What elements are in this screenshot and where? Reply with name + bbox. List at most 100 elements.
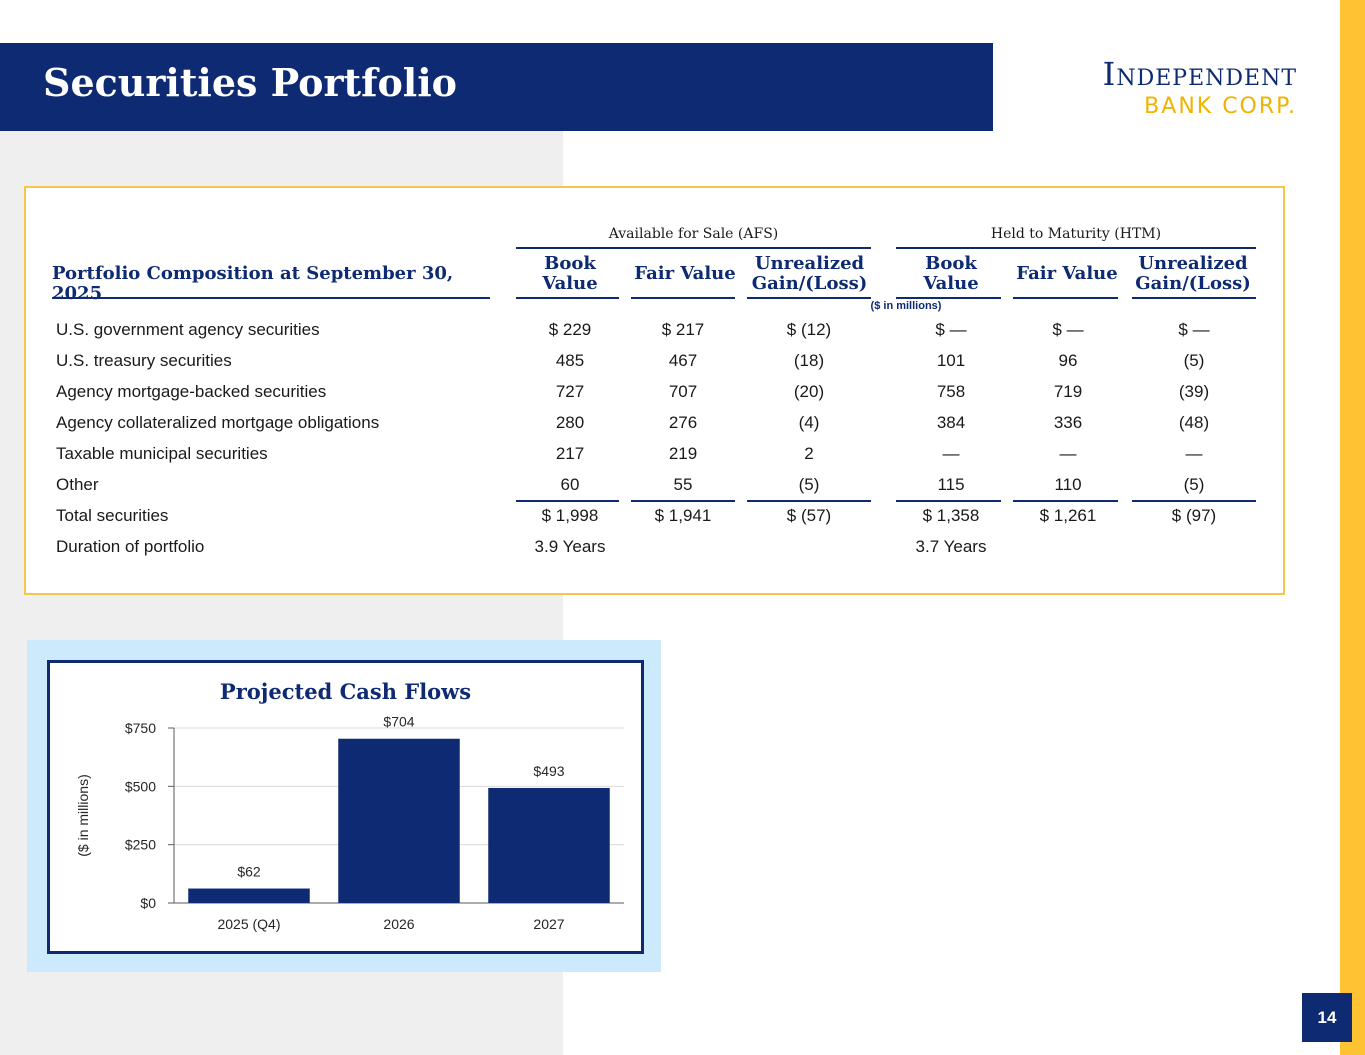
group-afs-rule [516, 247, 871, 249]
col-header-line: Value [923, 273, 979, 294]
table-cell: 758 [936, 382, 966, 401]
table-cell: (18) [793, 351, 825, 370]
table-cell: 276 [668, 413, 698, 432]
cash-flow-chart: Projected Cash Flows $0 $250 $500 $750 ($ in… [47, 660, 644, 954]
y-tick-label: $750 [125, 720, 156, 736]
total-rule [1013, 500, 1118, 502]
table-row-label: Taxable municipal securities [56, 444, 268, 463]
col-header-line: Fair Value [1016, 263, 1118, 284]
table-cell: $ 1,998 [541, 506, 599, 525]
table-cell: 707 [668, 382, 698, 401]
col-header-htm-book: Book Value [891, 254, 1011, 294]
total-rule [896, 500, 1001, 502]
col-header-htm-fair: Fair Value [1007, 264, 1127, 284]
table-cell: (5) [1183, 351, 1205, 370]
units-note: ($ in millions) [870, 300, 942, 312]
table-row-label: Other [56, 475, 99, 494]
col-rule [631, 297, 735, 299]
accent-stripe [1340, 0, 1365, 1055]
col-header-line: Gain/(Loss) [1135, 273, 1251, 294]
table-row-label: U.S. treasury securities [56, 351, 232, 370]
col-header-line: Unrealized [754, 253, 865, 274]
table-cell: (5) [1183, 475, 1205, 494]
table-cell: (39) [1178, 382, 1210, 401]
table-cell: 485 [555, 351, 585, 370]
table-row-label: Total securities [56, 506, 169, 525]
table-cell: — [942, 444, 960, 463]
table-cell: $ — [1052, 320, 1084, 339]
col-header-afs-gain: Unrealized Gain/(Loss) [747, 254, 872, 294]
logo-wordmark: Independent [1102, 55, 1297, 93]
table-cell: $ (57) [786, 506, 832, 525]
x-tick-label: 2027 [533, 916, 564, 932]
x-tick-label: 2025 (Q4) [217, 916, 280, 932]
table-cell: 3.7 Years [915, 537, 987, 556]
col-header-line: Unrealized [1138, 253, 1248, 274]
total-rule [516, 500, 619, 502]
col-rule [747, 297, 871, 299]
table-cell: $ (12) [786, 320, 832, 339]
bar-1 [338, 738, 460, 903]
total-rule [631, 500, 735, 502]
page-title: Securities Portfolio [43, 60, 458, 105]
y-tick-label: $500 [125, 778, 156, 794]
data-label: $62 [237, 864, 261, 880]
table-cell: 96 [1058, 351, 1078, 370]
table-cell: 219 [668, 444, 698, 463]
bar-0 [188, 888, 310, 903]
col-rule [516, 297, 619, 299]
table-cell: $ 1,261 [1039, 506, 1097, 525]
col-rule [896, 297, 1001, 299]
table-cell: $ 229 [548, 320, 592, 339]
table-cell: 384 [936, 413, 966, 432]
portfolio-table: Available for Sale (AFS) Held to Maturit… [24, 186, 1285, 595]
table-cell: (20) [793, 382, 825, 401]
col-header-afs-fair: Fair Value [625, 264, 745, 284]
table-cell: 280 [555, 413, 585, 432]
col-rule [1132, 297, 1256, 299]
table-cell: 110 [1054, 475, 1082, 494]
chart-title: Projected Cash Flows [219, 679, 472, 704]
table-cell: 467 [668, 351, 698, 370]
row-header-rule [52, 297, 490, 299]
col-header-line: Book [925, 253, 977, 274]
group-htm-rule [896, 247, 1256, 249]
group-afs-label: Available for Sale (AFS) [608, 226, 779, 242]
table-cell: (5) [798, 475, 820, 494]
table-cell: $ 1,358 [922, 506, 980, 525]
x-tick-label: 2026 [383, 916, 414, 932]
table-cell: $ — [1178, 320, 1210, 339]
table-cell: $ 217 [661, 320, 705, 339]
table-cell: (48) [1178, 413, 1210, 432]
data-label: $493 [533, 763, 564, 779]
table-cell: — [1185, 444, 1203, 463]
table-cell: $ (97) [1171, 506, 1217, 525]
total-rule [747, 500, 871, 502]
chart-canvas: $0 $250 $500 $750 ($ in millions) $62 2025 (Q4… [75, 714, 624, 932]
col-header-htm-gain: Unrealized Gain/(Loss) [1129, 254, 1257, 294]
table-cell: 727 [555, 382, 585, 401]
y-tick-label: $0 [140, 895, 156, 911]
col-header-line: Gain/(Loss) [751, 273, 868, 294]
col-header-afs-book: Book Value [510, 254, 630, 294]
col-header-line: Fair Value [634, 263, 736, 284]
total-rule [1132, 500, 1256, 502]
table-row-label: Duration of portfolio [56, 537, 205, 556]
logo-subtitle: BANK CORP. [1144, 94, 1297, 119]
table-cell: $ 1,941 [654, 506, 712, 525]
table-cell: 55 [673, 475, 693, 494]
table-row-label: U.S. government agency securities [56, 320, 320, 339]
y-axis-label: ($ in millions) [75, 774, 91, 856]
y-tick-label: $250 [125, 837, 156, 853]
table-cell: 115 [937, 475, 965, 494]
table-cell: $ — [935, 320, 967, 339]
table-row-label: Agency collateralized mortgage obligatio… [56, 413, 380, 432]
table-cell: 3.9 Years [534, 537, 606, 556]
table-cell: 336 [1053, 413, 1083, 432]
group-htm-label: Held to Maturity (HTM) [990, 226, 1162, 242]
page-number: 14 [1302, 993, 1352, 1042]
data-label: $704 [383, 714, 414, 730]
table-cell: 217 [555, 444, 585, 463]
table-cell: 60 [560, 475, 580, 494]
bar-2 [488, 787, 610, 903]
